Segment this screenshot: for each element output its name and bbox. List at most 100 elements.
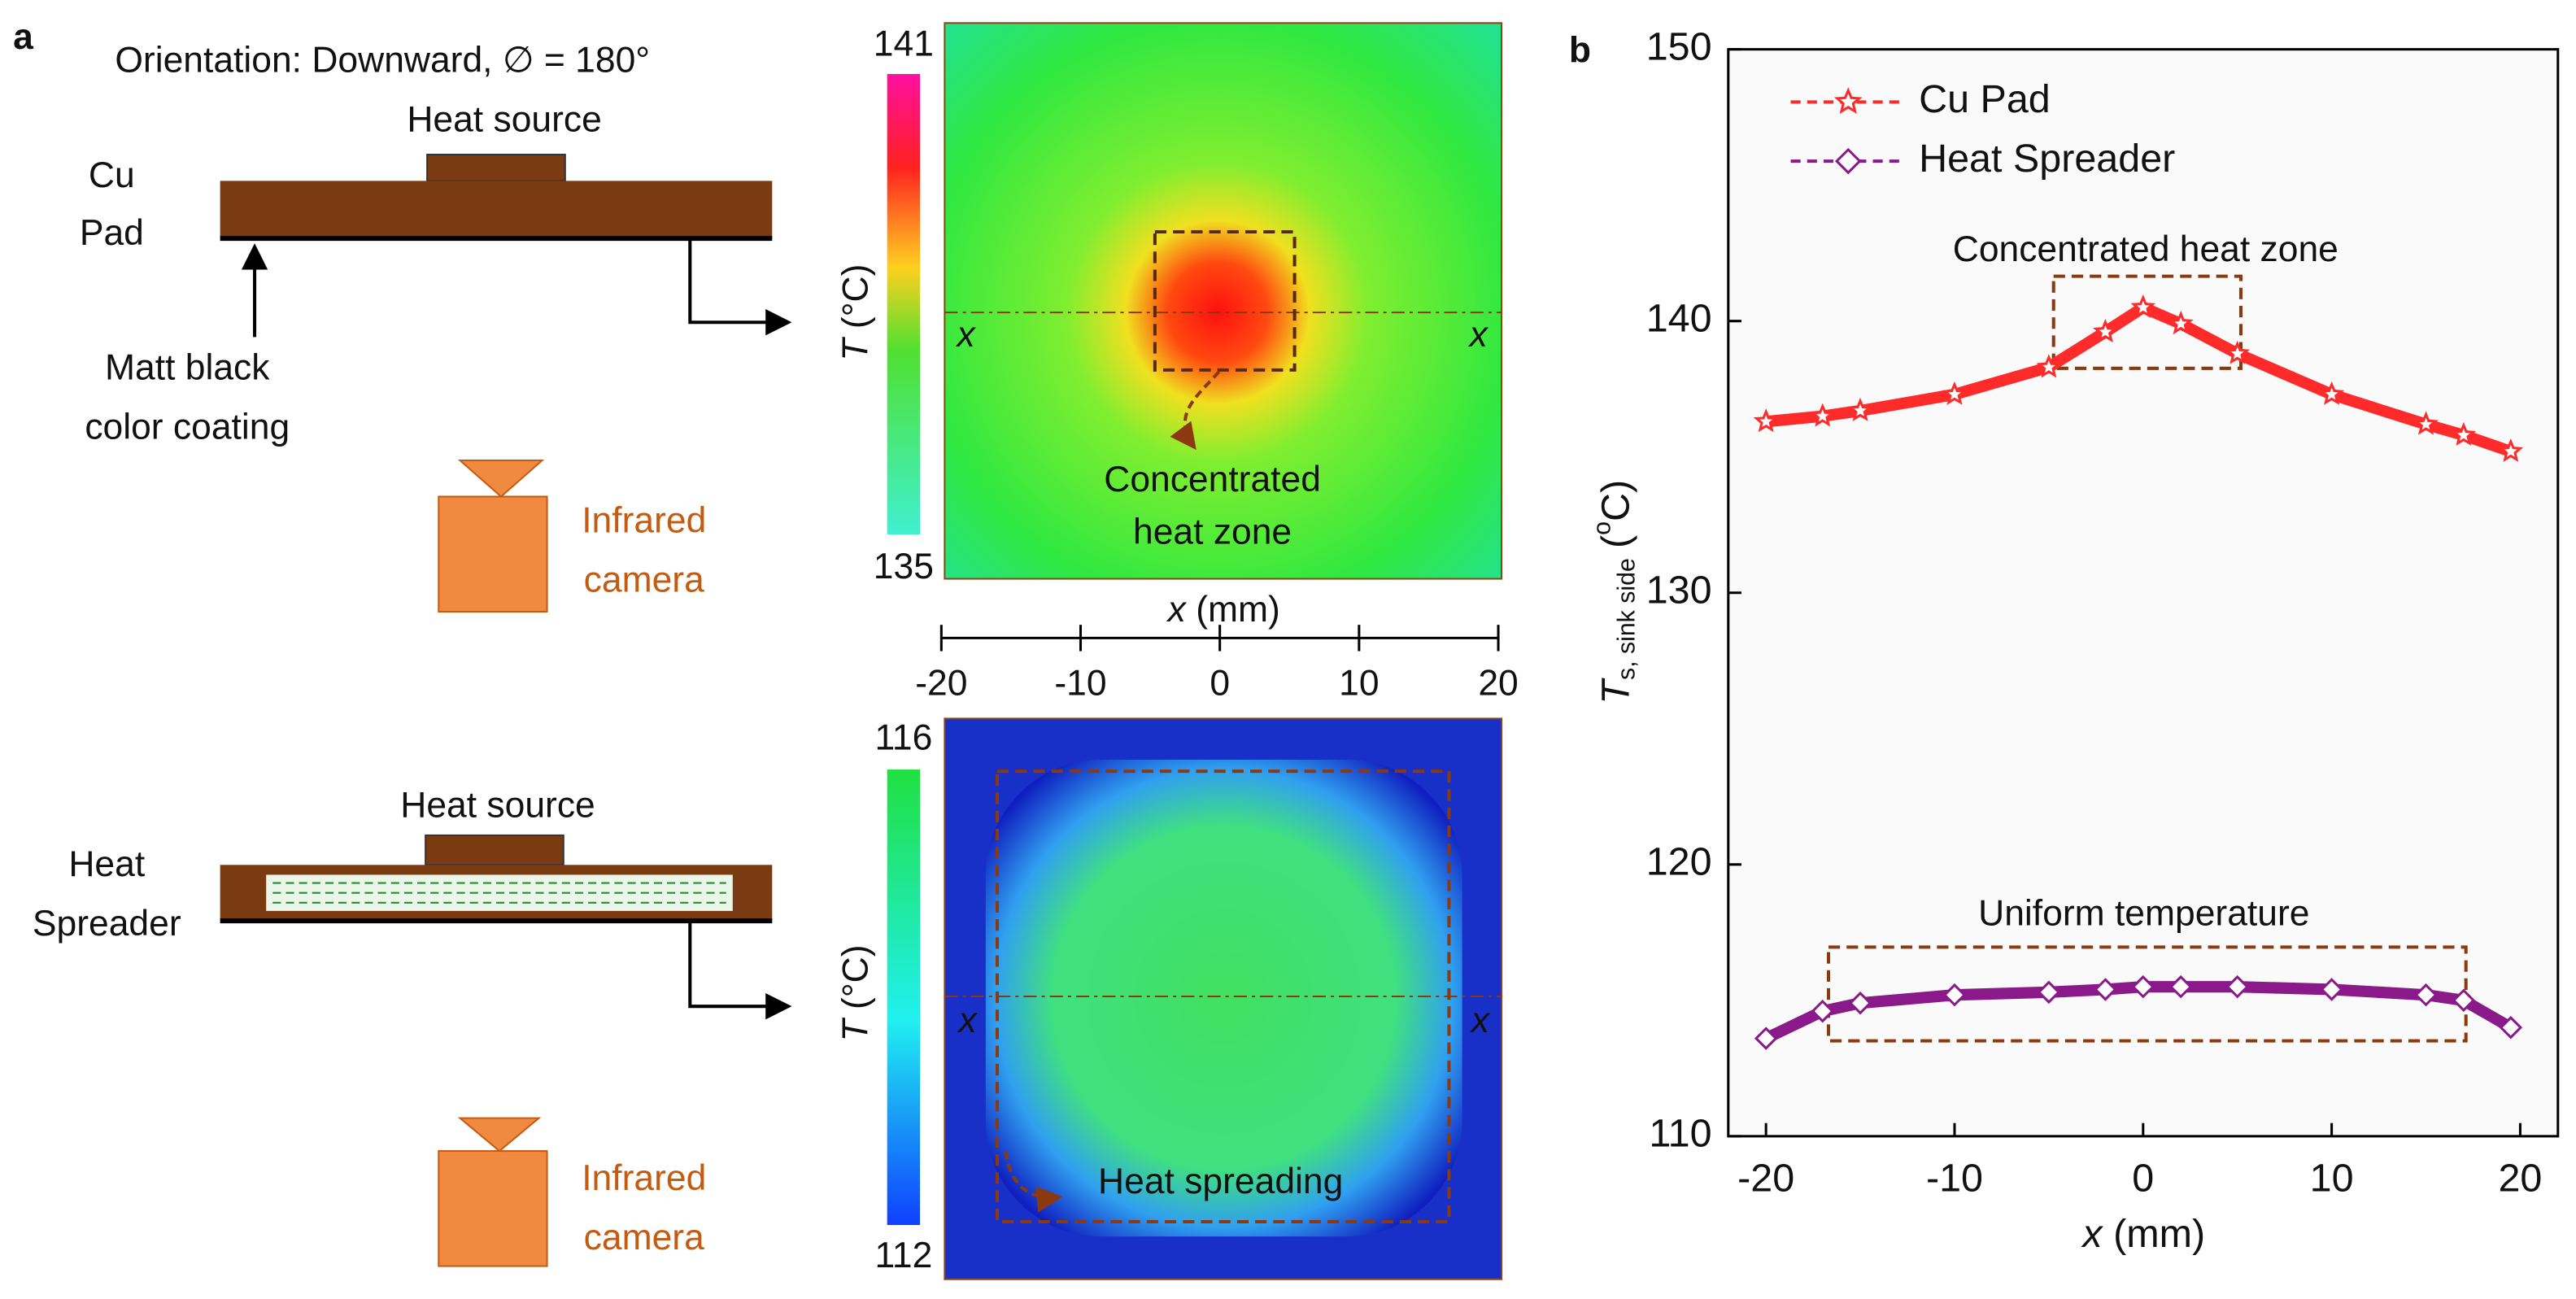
pad-label: Heat: [68, 844, 145, 884]
zone-box: [2051, 274, 2243, 370]
annotation: Concentrated heat zone: [1953, 229, 2338, 269]
zone-label: Heat spreading: [1098, 1162, 1343, 1201]
x-tick-label: -10: [1926, 1156, 1983, 1200]
symbol: T: [835, 1018, 875, 1042]
marker: [1848, 991, 1872, 1015]
unit: (mm): [1196, 590, 1280, 630]
annotation: Uniform temperature: [1978, 894, 2309, 934]
thermal-map: [944, 22, 1503, 580]
marker: [1810, 403, 1835, 427]
panel-label: b: [1569, 30, 1591, 70]
y-tick-label: 150: [1646, 24, 1712, 68]
legend-marker: [1833, 87, 1863, 115]
camera-label: camera: [584, 560, 704, 599]
marker: [1811, 999, 1834, 1023]
camera: [438, 495, 548, 613]
marker: [2452, 988, 2476, 1013]
zone-box: [1826, 945, 2468, 1043]
zone-box: [995, 769, 1451, 1224]
symbol: x: [1166, 590, 1188, 630]
y-tick-label: 140: [1646, 297, 1712, 341]
x-marker: x: [1470, 1000, 1491, 1040]
arrow: [688, 238, 792, 336]
colorbar: [887, 769, 921, 1226]
y-tick-label: 130: [1646, 569, 1712, 612]
marker: [1942, 983, 1967, 1007]
marker: [2498, 438, 2524, 462]
camera-label: camera: [584, 1218, 704, 1258]
unit: (mm): [2113, 1212, 2205, 1256]
symbol: T: [1593, 678, 1637, 704]
unit: (°C): [835, 944, 875, 1009]
marker: [2499, 1015, 2523, 1040]
camera: [438, 1150, 548, 1267]
x-tick-label: 10: [2310, 1156, 2354, 1200]
marker: [2037, 980, 2061, 1005]
arrow: [688, 921, 792, 1020]
cu-pad: [220, 181, 773, 239]
symbol: x: [2081, 1212, 2103, 1256]
marker: [2131, 974, 2155, 999]
wick: [272, 882, 726, 904]
camera-label: Infrared: [582, 501, 706, 541]
x-tick-label: 10: [1339, 664, 1379, 704]
unit: (°C): [835, 264, 875, 329]
colorbar-title: T (°C): [835, 264, 875, 361]
marker: [2225, 974, 2249, 999]
zone-label: Concentrated: [1104, 460, 1321, 499]
pad-label: Spreader: [33, 904, 181, 944]
symbol: T: [835, 337, 875, 361]
colorbar-min: 112: [874, 1236, 932, 1275]
y-axis-title: Ts, sink side (oC): [1589, 480, 1640, 704]
marker: [2413, 411, 2439, 435]
coating-label: color coating: [85, 407, 290, 447]
marker: [2414, 983, 2438, 1007]
marker: [2451, 422, 2477, 446]
zone-label: heat zone: [1133, 512, 1292, 552]
marker: [2036, 354, 2062, 378]
x-marker: x: [957, 1000, 979, 1040]
camera-label: Infrared: [582, 1158, 706, 1198]
camera-lens: [457, 460, 545, 498]
x-tick-label: 20: [1478, 664, 1518, 704]
legend-marker: [1834, 147, 1862, 175]
marker: [2168, 974, 2193, 999]
arrow: [1170, 370, 1221, 451]
x-axis-title: x (mm): [1166, 590, 1280, 630]
marker: [2319, 381, 2344, 405]
colorbar-max: 116: [874, 717, 932, 757]
marker: [1847, 397, 1873, 421]
colorbar-min: 135: [874, 547, 934, 586]
heat-source: [425, 834, 564, 866]
x-tick-label: -20: [915, 664, 967, 704]
x-marker: x: [956, 315, 977, 355]
colorbar-title: T (°C): [835, 944, 875, 1041]
heat-source-label: Heat source: [407, 99, 601, 139]
zone-box: [1153, 230, 1297, 372]
marker: [2094, 978, 2117, 1001]
marker: [2168, 310, 2194, 335]
x-tick-label: 20: [2498, 1156, 2542, 1200]
marker: [1942, 381, 1968, 405]
colorbar-max: 141: [874, 24, 934, 63]
x-tick-label: 0: [2132, 1156, 2154, 1200]
marker: [2225, 340, 2250, 364]
plot-area: [1727, 48, 2560, 1138]
marker: [1753, 408, 1779, 433]
unit: (: [1593, 535, 1637, 548]
pad-label: Pad: [80, 213, 144, 253]
marker: [2130, 294, 2156, 318]
arrow: [1004, 1150, 1063, 1213]
marker: [1754, 1027, 1778, 1050]
orientation: Orientation: Downward, ∅ = 180°: [115, 41, 650, 81]
x-marker: x: [1468, 315, 1489, 355]
pad-label: Cu: [89, 155, 135, 195]
x-tick-label: 0: [1210, 664, 1230, 704]
x-axis-title: x (mm): [2081, 1212, 2205, 1256]
y-tick-label: 120: [1646, 840, 1712, 884]
x-tick-label: -10: [1054, 664, 1106, 704]
heat-source-label: Heat source: [400, 785, 595, 825]
marker: [2320, 978, 2343, 1001]
coating-label: Matt black: [105, 348, 270, 388]
